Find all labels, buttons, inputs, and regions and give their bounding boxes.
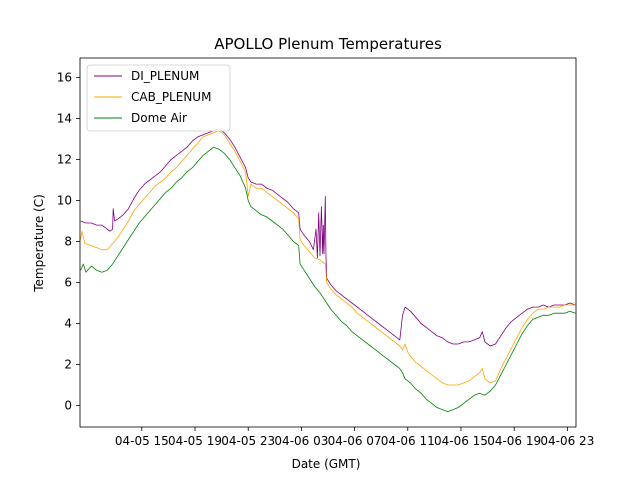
series-line-dome-air [80,146,576,413]
x-tick-label: 04-05 23 [221,434,275,448]
plot-frame [79,57,577,428]
chart-title: APOLLO Plenum Temperatures [214,35,442,53]
legend-label: Dome Air [131,111,187,125]
x-tick-label: 04-06 19 [487,434,541,448]
y-tick-label: 6 [64,275,72,289]
legend-frame [86,64,231,132]
x-tick-label: 04-06 07 [328,434,382,448]
y-tick-label: 10 [57,193,72,207]
y-tick-label: 12 [57,152,72,166]
x-axis: 04-05 15 04-05 19 04-05 23 04-06 03 04-06 07… [115,427,594,448]
y-tick-label: 16 [57,70,72,84]
x-tick-label: 04-06 15 [434,434,488,448]
x-tick-label: 04-06 11 [381,434,435,448]
x-axis-label: Date (GMT) [292,457,361,471]
x-tick-label: 04-06 23 [540,434,594,448]
y-tick-label: 4 [64,316,72,330]
series-line-di-plenum [80,128,576,347]
y-axis: 0 2 4 6 8 10 12 14 16 [57,70,80,412]
y-tick-label: 2 [64,357,72,371]
x-tick-label: 04-06 03 [274,434,328,448]
legend: DI_PLENUM CAB_PLENUM Dome Air [86,64,231,132]
y-tick-label: 0 [64,398,72,412]
series-line-cab-plenum [80,130,576,386]
legend-label: CAB_PLENUM [131,90,211,104]
y-axis-label: Temperature (C) [32,194,46,293]
legend-label: DI_PLENUM [131,69,199,83]
series-layer [80,128,576,413]
x-tick-label: 04-05 19 [168,434,222,448]
x-tick-label: 04-05 15 [115,434,169,448]
y-tick-label: 8 [64,234,72,248]
y-tick-label: 14 [57,111,72,125]
